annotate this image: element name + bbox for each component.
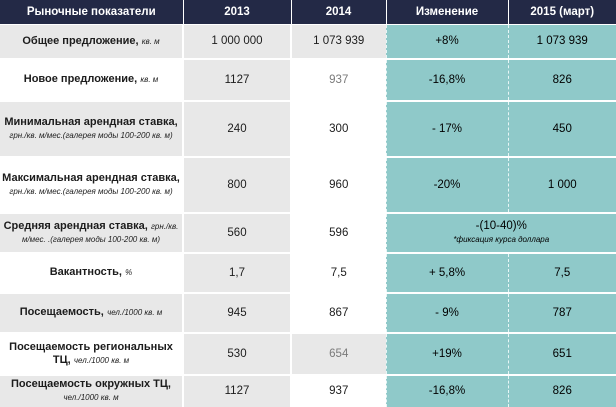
header-2015: 2015 (март) (508, 0, 616, 25)
header-row: Рыночные показатели 2013 2014 Изменение … (0, 0, 616, 25)
value-2013: 1,7 (183, 253, 291, 293)
row-label: Минимальная арендная ставка, грн./кв. м/… (0, 101, 183, 157)
value-2014: 937 (291, 375, 386, 407)
value-2013: 800 (183, 157, 291, 213)
row-label: Посещаемость региональных ТЦ, чел./1000 … (0, 333, 183, 375)
value-2013: 945 (183, 293, 291, 333)
row-label: Средняя арендная ставка, грн./кв. м/мес.… (0, 213, 183, 253)
value-2014: 1 073 939 (291, 25, 386, 59)
value-2014: 654 (291, 333, 386, 375)
header-2014: 2014 (291, 0, 386, 25)
indicator-name: Новое предложение, (24, 73, 137, 85)
indicator-unit: кв. м (140, 75, 158, 84)
row-label: Новое предложение, кв. м (0, 59, 183, 101)
value-2015: 826 (508, 59, 616, 101)
value-2015: 651 (508, 333, 616, 375)
value-2014: 960 (291, 157, 386, 213)
row-label: Общее предложение, кв. м (0, 25, 183, 59)
value-2013: 1127 (183, 59, 291, 101)
header-2013: 2013 (183, 0, 291, 25)
indicator-name: Вакантность, (50, 266, 122, 278)
indicator-name: Общее предложение, (22, 35, 138, 47)
value-2015: 826 (508, 375, 616, 407)
row-total-supply: Общее предложение, кв. м 1 000 000 1 073… (0, 25, 616, 59)
row-vacancy: Вакантность, % 1,7 7,5 + 5,8% 7,5 (0, 253, 616, 293)
value-2015: 7,5 (508, 253, 616, 293)
value-change: +19% (386, 333, 508, 375)
row-label: Максимальная арендная ставка, грн./кв. м… (0, 157, 183, 213)
value-change: -16,8% (386, 59, 508, 101)
row-label: Вакантность, % (0, 253, 183, 293)
indicator-unit: чел./1000 кв. м (107, 308, 162, 317)
value-2014: 596 (291, 213, 386, 253)
dollar-rate-note: *фиксация курса доллара (387, 233, 616, 247)
value-2015: 1 000 (508, 157, 616, 213)
indicator-name: Средняя арендная ставка, (4, 220, 148, 232)
value-2013: 1127 (183, 375, 291, 407)
value-2014: 7,5 (291, 253, 386, 293)
value-change: +8% (386, 25, 508, 59)
indicator-unit: чел./1000 кв. м (63, 393, 118, 402)
row-avg-rent: Средняя арендная ставка, грн./кв. м/мес.… (0, 213, 616, 253)
change-range: -(10-40)% (476, 220, 527, 232)
row-label: Посещаемость окружных ТЦ, чел./1000 кв. … (0, 375, 183, 407)
indicator-unit: грн./кв. м/мес.(галерея моды 100-200 кв.… (9, 187, 172, 196)
indicator-name: Посещаемость, (20, 306, 104, 318)
row-regional-attendance: Посещаемость региональных ТЦ, чел./1000 … (0, 333, 616, 375)
row-district-attendance: Посещаемость окружных ТЦ, чел./1000 кв. … (0, 375, 616, 407)
indicator-unit: чел./1000 кв. м (74, 356, 129, 365)
value-2014: 867 (291, 293, 386, 333)
row-max-rent: Максимальная арендная ставка, грн./кв. м… (0, 157, 616, 213)
value-2013: 560 (183, 213, 291, 253)
indicator-name: Посещаемость окружных ТЦ, (11, 378, 171, 390)
value-2014: 300 (291, 101, 386, 157)
value-change: - 9% (386, 293, 508, 333)
indicator-name: Максимальная арендная ставка, (2, 172, 180, 184)
value-2014: 937 (291, 59, 386, 101)
value-2013: 240 (183, 101, 291, 157)
indicator-unit: грн./кв. м/мес.(галерея моды 100-200 кв.… (9, 131, 172, 140)
row-min-rent: Минимальная арендная ставка, грн./кв. м/… (0, 101, 616, 157)
merged-change-2015: -(10-40)% *фиксация курса доллара (386, 213, 616, 253)
row-label: Посещаемость, чел./1000 кв. м (0, 293, 183, 333)
value-2015: 1 073 939 (508, 25, 616, 59)
value-2015: 450 (508, 101, 616, 157)
header-change: Изменение (386, 0, 508, 25)
value-change: - 17% (386, 101, 508, 157)
indicator-name: Минимальная арендная ставка, (4, 116, 177, 128)
row-attendance: Посещаемость, чел./1000 кв. м 945 867 - … (0, 293, 616, 333)
value-change: -16,8% (386, 375, 508, 407)
value-change: -20% (386, 157, 508, 213)
row-new-supply: Новое предложение, кв. м 1127 937 -16,8%… (0, 59, 616, 101)
value-2015: 787 (508, 293, 616, 333)
indicator-unit: % (125, 268, 132, 277)
value-2013: 1 000 000 (183, 25, 291, 59)
value-2013: 530 (183, 333, 291, 375)
value-change: + 5,8% (386, 253, 508, 293)
header-indicators: Рыночные показатели (0, 0, 183, 25)
indicator-unit: кв. м (142, 37, 160, 46)
